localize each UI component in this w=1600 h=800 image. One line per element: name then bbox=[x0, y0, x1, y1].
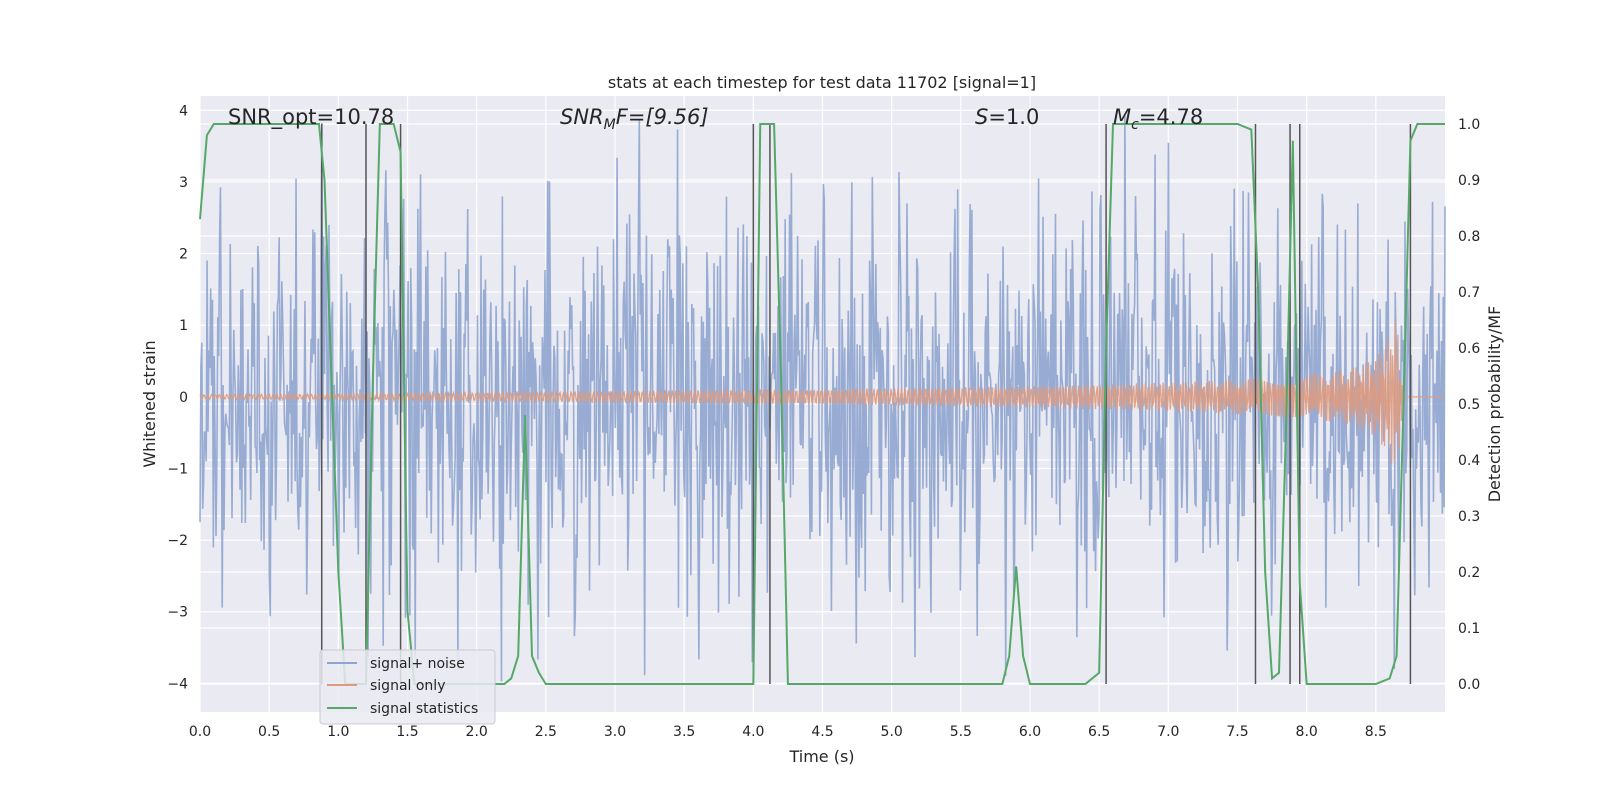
x-tick-labels: 0.0 0.5 1.0 1.5 2.0 2.5 3.0 3.5 4.0 4.5 5.0 5.5 6.0 6… bbox=[189, 724, 1387, 740]
annotation-snr-mf-suffix: F=[9.56] bbox=[616, 105, 709, 129]
x-tick-label: 5.5 bbox=[950, 724, 972, 740]
x-tick-label: 6.5 bbox=[1088, 724, 1110, 740]
y-right-tick-label: 0.1 bbox=[1458, 621, 1480, 637]
y-left-tick-labels: −4 −3 −2 −1 0 1 2 3 4 bbox=[167, 103, 188, 692]
annotation-snr-mf: SNRMF=[9.56] bbox=[560, 105, 709, 133]
annotation-mc: Mc=4.78 bbox=[1113, 105, 1203, 133]
y-right-tick-label: 0.9 bbox=[1458, 173, 1480, 189]
x-tick-label: 8.0 bbox=[1296, 724, 1318, 740]
annotation-mc-value: =4.78 bbox=[1139, 105, 1203, 129]
x-tick-label: 1.0 bbox=[327, 724, 349, 740]
x-tick-label: 3.5 bbox=[673, 724, 695, 740]
annotation-s-prefix: S bbox=[975, 105, 988, 129]
y-left-axis-label: Whitened strain bbox=[140, 340, 159, 467]
x-tick-label: 1.5 bbox=[396, 724, 418, 740]
signal-statistics-line bbox=[199, 123, 1445, 685]
annotation-snr-mf-sub: M bbox=[604, 117, 616, 133]
signal-statistics-series bbox=[199, 123, 1445, 685]
x-tick-label: 4.5 bbox=[811, 724, 833, 740]
x-tick-label: 2.5 bbox=[535, 724, 557, 740]
x-axis-label: Time (s) bbox=[788, 747, 854, 766]
y-left-tick-label: 1 bbox=[179, 318, 188, 334]
x-tick-label: 0.0 bbox=[189, 724, 211, 740]
legend-label-signal: signal only bbox=[370, 678, 445, 694]
legend-box bbox=[319, 649, 496, 725]
annotation-mc-sub: c bbox=[1131, 117, 1139, 133]
signal-noise-series bbox=[199, 115, 1446, 682]
chart-title: stats at each timestep for test data 117… bbox=[608, 73, 1036, 92]
x-tick-label: 6.0 bbox=[1019, 724, 1041, 740]
y-left-tick-label: 0 bbox=[179, 390, 188, 406]
x-tick-label: 7.0 bbox=[1157, 724, 1179, 740]
signal-noise-line bbox=[199, 115, 1446, 682]
y-left-tick-label: 3 bbox=[179, 175, 188, 191]
x-tick-label: 5.0 bbox=[881, 724, 903, 740]
y-right-tick-label: 0.8 bbox=[1458, 229, 1480, 245]
y-left-tick-label: −1 bbox=[167, 461, 188, 477]
y-left-tick-label: −3 bbox=[167, 605, 188, 621]
y-left-tick-label: −2 bbox=[167, 533, 188, 549]
legend: signal+ noise signal only signal statist… bbox=[319, 649, 496, 725]
y-right-axis-label: Detection probability/MF bbox=[1485, 306, 1504, 503]
x-tick-label: 2.0 bbox=[466, 724, 488, 740]
x-tick-label: 4.0 bbox=[742, 724, 764, 740]
x-tick-label: 8.5 bbox=[1365, 724, 1387, 740]
annotation-s: S=1.0 bbox=[975, 105, 1039, 129]
annotation-s-value: =1.0 bbox=[988, 105, 1039, 129]
y-right-tick-label: 0.2 bbox=[1458, 565, 1480, 581]
y-right-tick-label: 0.3 bbox=[1458, 509, 1480, 525]
y-right-tick-label: 0.0 bbox=[1458, 677, 1480, 693]
y-right-tick-labels: 0.0 0.1 0.2 0.3 0.4 0.5 0.6 0.7 0.8 0.9 1.0 bbox=[1458, 117, 1480, 693]
y-left-tick-label: 4 bbox=[179, 103, 188, 119]
y-right-tick-label: 0.4 bbox=[1458, 453, 1480, 469]
annotation-snr-opt: SNR_opt=10.78 bbox=[228, 105, 394, 130]
x-tick-label: 7.5 bbox=[1226, 724, 1248, 740]
x-tick-label: 3.0 bbox=[604, 724, 626, 740]
legend-label-stats: signal statistics bbox=[370, 701, 478, 717]
y-right-tick-label: 0.6 bbox=[1458, 341, 1480, 357]
annotation-mc-prefix: M bbox=[1113, 105, 1131, 129]
y-right-tick-label: 1.0 bbox=[1458, 117, 1480, 133]
y-left-tick-label: −4 bbox=[167, 676, 188, 692]
annotation-snr-mf-prefix: SNR bbox=[560, 105, 604, 129]
signal-only-series bbox=[199, 321, 1445, 464]
y-right-tick-label: 0.5 bbox=[1458, 397, 1480, 413]
signal-only-line bbox=[199, 321, 1445, 464]
x-tick-label: 0.5 bbox=[258, 724, 280, 740]
y-right-tick-label: 0.7 bbox=[1458, 285, 1480, 301]
legend-label-noise: signal+ noise bbox=[370, 656, 465, 672]
y-left-tick-label: 2 bbox=[179, 247, 188, 263]
